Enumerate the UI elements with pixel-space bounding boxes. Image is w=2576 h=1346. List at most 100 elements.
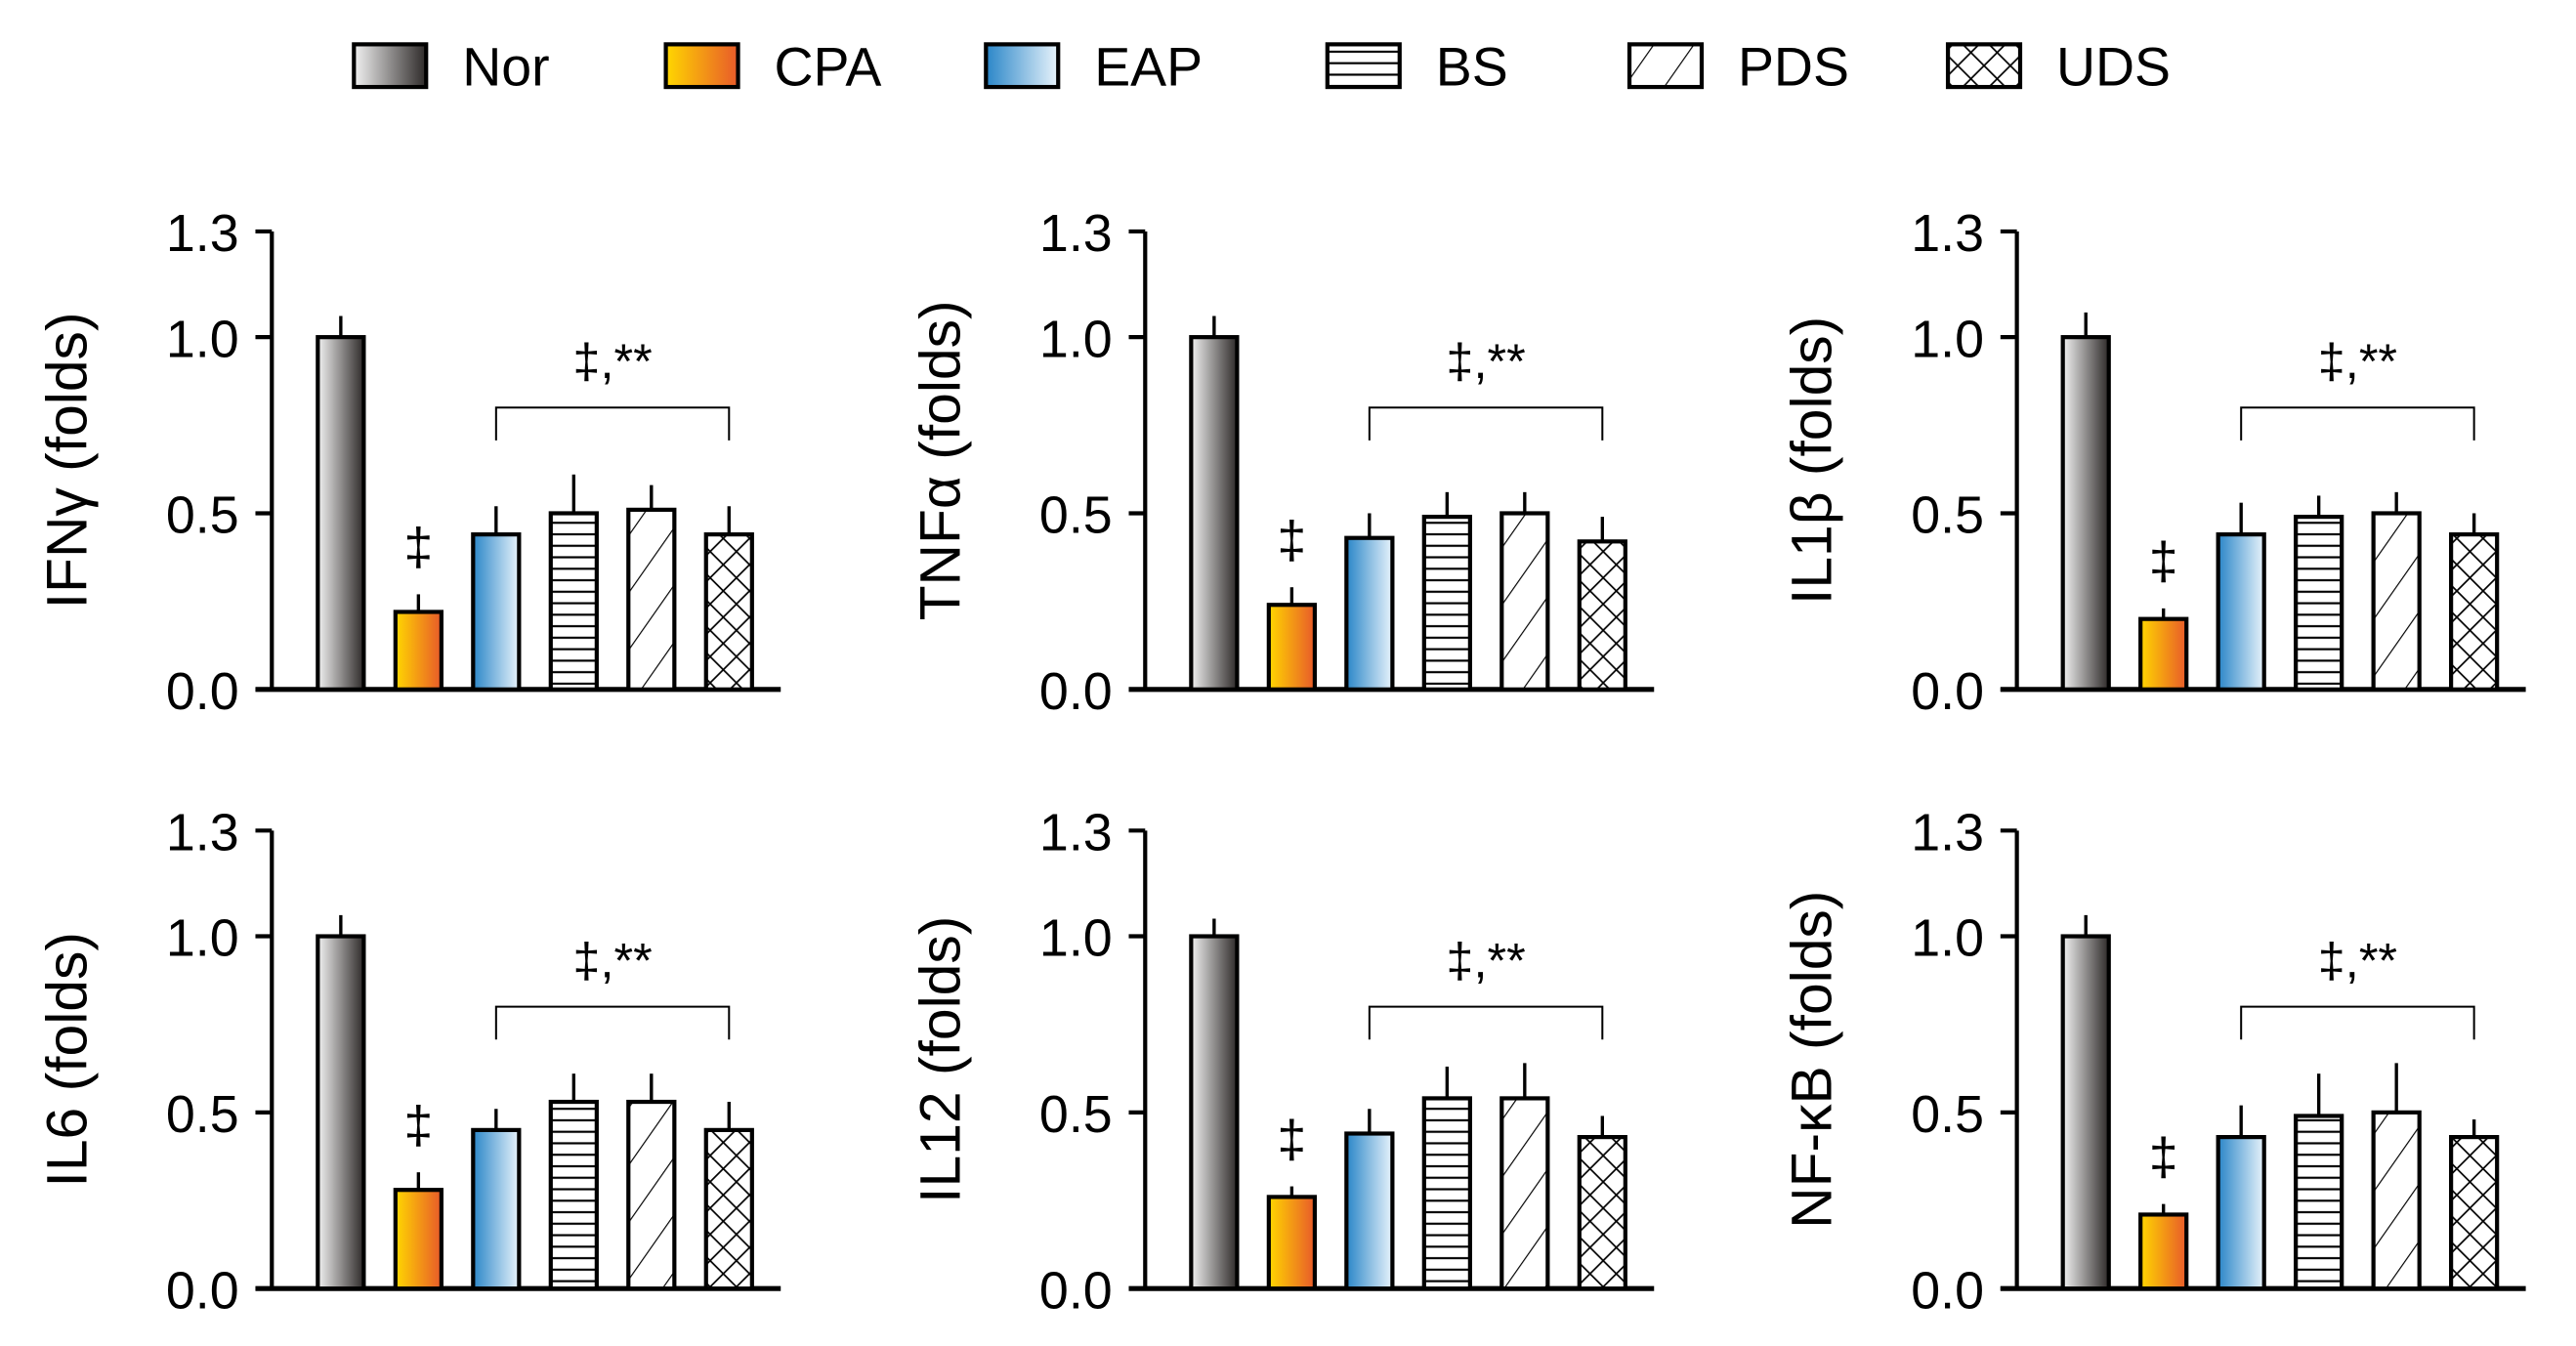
bar-cpa — [1266, 1195, 1317, 1291]
bar-uds — [1577, 1134, 1627, 1291]
significance-bracket — [494, 1005, 731, 1040]
legend-item-eap: EAP — [984, 36, 1203, 97]
bar-bs — [548, 1099, 599, 1291]
cpa-significance-mark: ‡ — [403, 1096, 433, 1155]
bar-uds — [2449, 1134, 2500, 1291]
y-tick-label: 1.0 — [1911, 310, 1984, 368]
legend-swatch — [1626, 42, 1705, 90]
cpa-significance-mark: ‡ — [2149, 1127, 2178, 1186]
y-tick-label: 1.3 — [1911, 204, 1984, 263]
bar-eap — [1344, 1131, 1395, 1291]
y-axis-label: NF-κB (folds) — [1781, 891, 1844, 1229]
bar-nor — [1189, 335, 1240, 692]
group-significance-mark: ‡,** — [1446, 333, 1525, 389]
bar-pds — [2371, 511, 2422, 692]
bar-cpa — [393, 1188, 443, 1291]
y-tick-label: 1.3 — [1039, 204, 1113, 263]
cpa-significance-mark: ‡ — [1277, 1110, 1306, 1168]
bar-cpa — [2138, 616, 2189, 692]
panel-il6: IL6 (folds) 0.0 0.5 1.0 1.3 ‡ ‡,** — [35, 803, 781, 1320]
legend-item-pds: PDS — [1626, 36, 1849, 97]
cpa-significance-mark: ‡ — [403, 518, 433, 576]
y-tick-label: 1.0 — [166, 310, 239, 368]
y-axis-label: IFNγ (folds) — [35, 312, 99, 609]
bar-eap — [471, 532, 522, 692]
bar-uds — [703, 1127, 754, 1291]
bar-uds — [1577, 539, 1627, 692]
y-tick-label: 0.5 — [1911, 1085, 1984, 1144]
panel-tnfα: TNFα (folds) 0.0 0.5 1.0 1.3 ‡ ‡,** — [908, 204, 1655, 721]
group-significance-mark: ‡,** — [2318, 932, 2397, 988]
bar-eap — [2216, 1134, 2266, 1291]
panels: IFNγ (folds) 0.0 0.5 1.0 1.3 ‡ ‡,** TNFα (folds… — [35, 204, 2526, 1320]
bar-nor — [2060, 335, 2111, 692]
legend-swatch — [1945, 42, 2023, 90]
panel-il1β: IL1β (folds) 0.0 0.5 1.0 1.3 ‡ ‡,** — [1781, 204, 2526, 721]
y-tick-label: 0.5 — [166, 1085, 239, 1144]
legend-label: CPA — [775, 36, 882, 97]
bar-pds — [2371, 1110, 2422, 1291]
y-axis-label: IL1β (folds) — [1781, 316, 1844, 605]
bar-cpa — [393, 610, 443, 692]
panel-nf-κb: NF-κB (folds) 0.0 0.5 1.0 1.3 ‡ ‡,** — [1781, 803, 2526, 1320]
cpa-significance-mark: ‡ — [2149, 532, 2178, 591]
y-tick-label: 0.0 — [166, 662, 239, 721]
bar-nor — [2060, 934, 2111, 1291]
bar-pds — [1499, 511, 1550, 692]
y-tick-label: 1.0 — [1039, 909, 1113, 968]
y-tick-label: 0.5 — [166, 486, 239, 545]
y-tick-label: 1.0 — [1911, 909, 1984, 968]
bar-pds — [626, 507, 677, 692]
bar-nor — [316, 335, 366, 692]
bar-nor — [1189, 934, 1240, 1291]
legend-item-bs: BS — [1325, 36, 1508, 97]
bar-eap — [2216, 532, 2266, 692]
legend: Nor CPA EAP BS PDS UDS — [352, 36, 2171, 97]
bar-eap — [471, 1127, 522, 1291]
bar-uds — [703, 532, 754, 692]
y-tick-label: 0.5 — [1039, 486, 1113, 545]
y-tick-label: 0.0 — [1039, 662, 1113, 721]
group-significance-mark: ‡,** — [572, 333, 652, 389]
bar-bs — [548, 511, 599, 692]
group-significance-mark: ‡,** — [572, 932, 652, 988]
legend-swatch — [352, 42, 429, 90]
panel-il12: IL12 (folds) 0.0 0.5 1.0 1.3 ‡ ‡,** — [908, 803, 1655, 1320]
legend-swatch — [663, 42, 740, 90]
bar-bs — [2294, 514, 2344, 692]
legend-label: EAP — [1094, 36, 1203, 97]
y-tick-label: 0.0 — [1911, 662, 1984, 721]
y-tick-label: 1.3 — [166, 803, 239, 862]
bar-pds — [626, 1099, 677, 1291]
legend-item-cpa: CPA — [663, 36, 882, 97]
bar-cpa — [1266, 603, 1317, 692]
legend-swatch — [984, 42, 1061, 90]
y-tick-label: 0.0 — [1039, 1261, 1113, 1320]
y-tick-label: 0.0 — [166, 1261, 239, 1320]
bar-nor — [316, 934, 366, 1291]
y-axis-label: IL6 (folds) — [35, 932, 99, 1187]
y-tick-label: 1.3 — [1911, 803, 1984, 862]
y-tick-label: 1.3 — [1039, 803, 1113, 862]
group-significance-mark: ‡,** — [1446, 932, 1525, 988]
y-axis-label: IL12 (folds) — [908, 916, 972, 1203]
bar-pds — [1499, 1096, 1550, 1291]
y-tick-label: 0.0 — [1911, 1261, 1984, 1320]
y-tick-label: 0.5 — [1911, 486, 1984, 545]
bar-eap — [1344, 535, 1395, 692]
group-significance-mark: ‡,** — [2318, 333, 2397, 389]
legend-swatch — [1325, 42, 1402, 90]
y-tick-label: 1.3 — [166, 204, 239, 263]
panel-ifnγ: IFNγ (folds) 0.0 0.5 1.0 1.3 ‡ ‡,** — [35, 204, 781, 721]
significance-bracket — [1368, 406, 1604, 441]
y-tick-label: 0.5 — [1039, 1085, 1113, 1144]
bar-uds — [2449, 532, 2500, 692]
bar-cpa — [2138, 1212, 2189, 1291]
significance-bracket — [1368, 1005, 1604, 1040]
legend-label: UDS — [2056, 36, 2171, 97]
y-axis-label: TNFα (folds) — [908, 300, 972, 620]
significance-bracket — [2240, 1005, 2475, 1040]
bar-bs — [1421, 1096, 1472, 1291]
significance-bracket — [2240, 406, 2475, 441]
